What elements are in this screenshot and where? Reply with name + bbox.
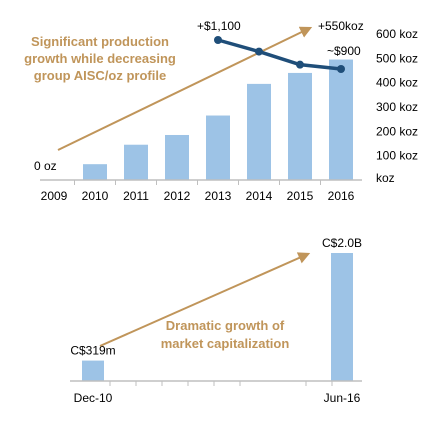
x-tick-label-2014: 2014 xyxy=(246,189,273,203)
headline-line-1: Significant production xyxy=(31,34,169,49)
market-cap-value-label: C$2.0B xyxy=(322,236,362,250)
market-x-label-Dec-10: Dec-10 xyxy=(74,391,113,405)
production-trend-arrow xyxy=(57,26,313,151)
aisc-point-2014 xyxy=(255,47,263,56)
x-tick-label-2012: 2012 xyxy=(164,189,191,203)
production-bar-2011 xyxy=(124,144,148,180)
market-headline-line-2: market capitalization xyxy=(161,336,290,351)
production-bar-2013 xyxy=(206,115,230,180)
production-bar-2010 xyxy=(83,164,107,180)
production-bar-2014 xyxy=(247,83,271,180)
production-bar-2012 xyxy=(165,134,189,180)
end-production-label: +550koz xyxy=(318,19,364,33)
market-cap-chart: Dec-10 Jun-16 C$319m C$2.0B Dramatic growt… xyxy=(70,236,362,405)
aisc-point-2016 xyxy=(337,65,345,73)
x-tick-label-2015: 2015 xyxy=(287,189,314,203)
aisc-end-label: ~$900 xyxy=(327,44,361,58)
market-cap-value-label: C$319m xyxy=(70,344,115,358)
x-tick-label-2016: 2016 xyxy=(328,189,355,203)
market-x-label-Jun-16: Jun-16 xyxy=(324,391,361,405)
aisc-point-2015 xyxy=(296,60,304,69)
x-tick-label-2010: 2010 xyxy=(82,189,109,203)
market-cap-bar-Dec-10 xyxy=(82,360,104,381)
aisc-line xyxy=(217,38,342,71)
headline-line-3: group AISC/oz profile xyxy=(34,68,166,83)
x-tick-label-2013: 2013 xyxy=(205,189,232,203)
production-chart: 2009 2010 2011 2012 2013 2014 2015 2016 600 koz… xyxy=(24,19,418,203)
production-bar-2016 xyxy=(329,59,353,180)
aisc-start-label: +$1,100 xyxy=(197,19,241,33)
y-tick-label: 400 koz xyxy=(376,76,418,90)
aisc-point-2013 xyxy=(214,36,222,44)
market-headline-line-1: Dramatic growth of xyxy=(166,318,285,333)
headline-line-2: growth while decreasing xyxy=(24,51,176,66)
y-tick-label: 300 koz xyxy=(376,100,418,114)
start-production-label: 0 oz xyxy=(34,159,57,173)
y-tick-label: koz xyxy=(376,171,395,185)
market-cap-bar-Jun-16 xyxy=(331,253,353,381)
y-tick-label: 500 koz xyxy=(376,51,418,65)
x-tick-label-2009: 2009 xyxy=(41,189,68,203)
y-tick-label: 200 koz xyxy=(376,124,418,138)
x-tick-label-2011: 2011 xyxy=(123,189,149,203)
market-cap-trend-arrow xyxy=(99,252,311,347)
y-tick-label: 100 koz xyxy=(376,149,418,163)
y-tick-label: 600 koz xyxy=(376,27,418,41)
production-bar-2015 xyxy=(288,72,312,180)
